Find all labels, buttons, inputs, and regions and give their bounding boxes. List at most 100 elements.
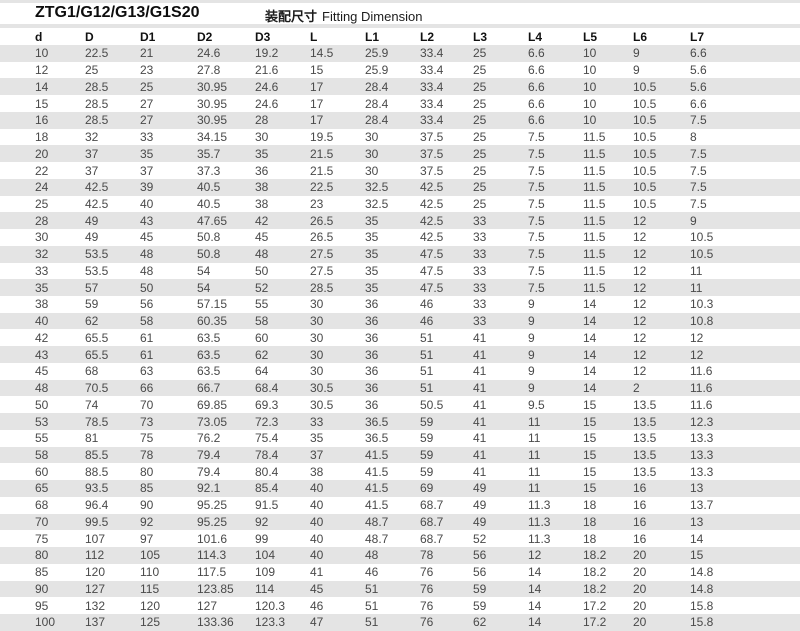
cell: 6.6 bbox=[528, 63, 545, 78]
page-title: ZTG1/G12/G13/G1S20 bbox=[35, 4, 200, 21]
cell: 48 bbox=[35, 381, 49, 396]
cell: 27 bbox=[140, 96, 154, 111]
cell: 53 bbox=[35, 414, 49, 429]
cell: 10.5 bbox=[633, 130, 657, 145]
cell: 33 bbox=[473, 247, 487, 262]
cell: 14 bbox=[583, 347, 597, 362]
cell: 11 bbox=[528, 447, 541, 462]
cell: 48 bbox=[365, 548, 379, 563]
column-header-L7: L7 bbox=[690, 29, 705, 44]
page-subtitle-cn: 装配尺寸 bbox=[265, 9, 318, 24]
cell: 48 bbox=[140, 247, 154, 262]
cell: 14.8 bbox=[690, 565, 714, 580]
table-row: 43 65.5 61 63.5 62 30 36 51 41 9 14 12 12 bbox=[0, 346, 800, 363]
cell: 104 bbox=[255, 548, 276, 563]
title-bar: ZTG1/G12/G13/G1S20 装配尺寸 Fitting Dimension bbox=[0, 3, 800, 24]
cell: 97 bbox=[140, 531, 154, 546]
cell: 11 bbox=[528, 481, 541, 496]
cell: 18 bbox=[583, 498, 597, 513]
cell: 79.4 bbox=[197, 464, 221, 479]
table-row: 16 28.5 27 30.95 28 17 28.4 33.4 25 6.6 10 10.5 7.5 bbox=[0, 111, 800, 129]
cell: 25 bbox=[473, 113, 487, 128]
table-row: 45 68 63 63.5 64 30 36 51 41 9 14 12 11.6 bbox=[0, 362, 800, 380]
cell: 37 bbox=[85, 163, 99, 178]
cell: 10.8 bbox=[690, 314, 714, 329]
cell: 35 bbox=[365, 213, 379, 228]
table-row: 32 53.5 48 50.8 48 27.5 35 47.5 33 7.5 11.5 12 10.5 bbox=[0, 245, 800, 263]
cell: 12 bbox=[690, 330, 704, 345]
cell: 11.5 bbox=[583, 196, 606, 211]
cell: 51 bbox=[420, 364, 434, 379]
cell: 110 bbox=[140, 565, 160, 580]
cell: 13.3 bbox=[690, 431, 714, 446]
table-row: 60 88.5 80 79.4 80.4 38 41.5 59 41 11 15 13.5 13.3 bbox=[0, 463, 800, 481]
cell: 7.5 bbox=[528, 196, 545, 211]
cell: 59 bbox=[473, 581, 487, 596]
cell: 15 bbox=[583, 414, 597, 429]
cell: 99 bbox=[255, 531, 269, 546]
cell: 127 bbox=[197, 598, 218, 613]
cell: 40.5 bbox=[197, 180, 221, 195]
cell: 92.1 bbox=[197, 481, 221, 496]
cell: 41 bbox=[473, 464, 487, 479]
cell: 41.5 bbox=[365, 464, 389, 479]
cell: 14 bbox=[583, 381, 597, 396]
cell: 14 bbox=[583, 297, 597, 312]
cell: 47.65 bbox=[197, 213, 228, 228]
cell: 25 bbox=[473, 163, 487, 178]
cell: 60 bbox=[35, 464, 49, 479]
cell: 50 bbox=[35, 397, 49, 412]
cell: 27.5 bbox=[310, 247, 334, 262]
cell: 12 bbox=[633, 263, 647, 278]
cell: 26.5 bbox=[310, 230, 334, 245]
cell: 27 bbox=[140, 113, 154, 128]
cell: 20 bbox=[633, 581, 647, 596]
cell: 14 bbox=[528, 598, 542, 613]
cell: 10.5 bbox=[633, 180, 657, 195]
cell: 73.05 bbox=[197, 414, 228, 429]
cell: 33.4 bbox=[420, 46, 444, 61]
table-row: 55 81 75 76.2 75.4 35 36.5 59 41 11 15 13.5 13.3 bbox=[0, 429, 800, 447]
cell: 66 bbox=[140, 381, 154, 396]
cell: 76.2 bbox=[197, 431, 221, 446]
cell: 11.5 bbox=[583, 280, 606, 295]
cell: 11 bbox=[690, 280, 703, 295]
cell: 120 bbox=[85, 565, 106, 580]
cell: 56 bbox=[140, 297, 154, 312]
cell: 17 bbox=[310, 113, 324, 128]
cell: 62 bbox=[85, 314, 99, 329]
cell: 10.5 bbox=[690, 247, 714, 262]
cell: 23 bbox=[140, 63, 154, 78]
cell: 40 bbox=[140, 196, 154, 211]
cell: 41 bbox=[473, 447, 487, 462]
cell: 74 bbox=[85, 397, 99, 412]
cell: 33 bbox=[35, 263, 49, 278]
cell: 80 bbox=[35, 548, 49, 563]
cell: 39 bbox=[140, 180, 154, 195]
cell: 76 bbox=[420, 565, 434, 580]
cell: 30.5 bbox=[310, 397, 334, 412]
cell: 68.7 bbox=[420, 498, 444, 513]
cell: 93.5 bbox=[85, 481, 109, 496]
cell: 9 bbox=[528, 347, 535, 362]
cell: 48.7 bbox=[365, 514, 389, 529]
cell: 36 bbox=[365, 347, 379, 362]
cell: 47.5 bbox=[420, 263, 444, 278]
cell: 12 bbox=[633, 213, 647, 228]
cell: 120 bbox=[140, 598, 161, 613]
cell: 37.5 bbox=[420, 130, 444, 145]
cell: 42.5 bbox=[85, 196, 109, 211]
cell: 85.5 bbox=[85, 447, 109, 462]
cell: 50.8 bbox=[197, 247, 221, 262]
cell: 6.6 bbox=[528, 113, 545, 128]
cell: 49 bbox=[85, 230, 99, 245]
cell: 76 bbox=[420, 581, 434, 596]
cell: 30 bbox=[310, 330, 324, 345]
cell: 70.5 bbox=[85, 381, 109, 396]
cell: 19.5 bbox=[310, 130, 334, 145]
cell: 12 bbox=[633, 314, 647, 329]
cell: 20 bbox=[35, 146, 49, 161]
cell: 17 bbox=[310, 96, 324, 111]
table-row: 15 28.5 27 30.95 24.6 17 28.4 33.4 25 6.6 10 10.5 6.… bbox=[0, 95, 800, 112]
table-row: 90 127 115 123.85 114 45 51 76 59 14 18.2 20 14.8 bbox=[0, 580, 800, 598]
